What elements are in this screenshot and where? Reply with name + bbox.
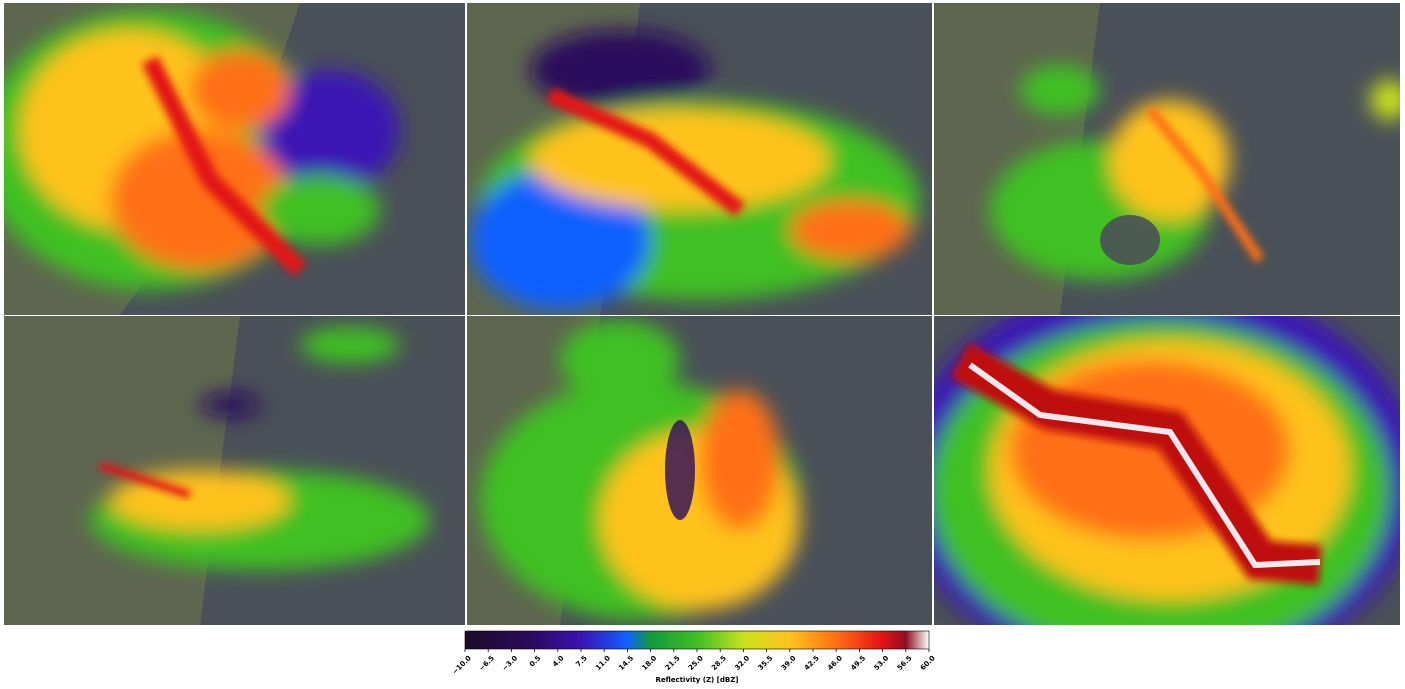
tick-label: 18.0 (641, 654, 659, 672)
tick-label: 11.0 (594, 654, 612, 672)
tick-label: −10.0 (451, 654, 473, 676)
radar-panel (4, 3, 465, 315)
tick-label: 25.0 (687, 654, 705, 672)
tick-label: 56.5 (896, 654, 914, 672)
radar-panel (467, 316, 932, 625)
radar-panel (934, 3, 1400, 315)
tick-label: 49.5 (849, 654, 867, 672)
tick-label: 60.0 (919, 654, 937, 672)
tick-label: −6.5 (477, 654, 496, 673)
tick-label: 28.5 (710, 654, 728, 672)
tick-label: 14.5 (617, 654, 635, 672)
tick-label: 39.0 (780, 654, 798, 672)
tick-label: −3.0 (501, 654, 520, 673)
radar-panel (467, 3, 932, 315)
tick-label: 53.0 (873, 654, 891, 672)
tick-label: 0.5 (528, 654, 543, 669)
colorbar: −10.0 −6.5 −3.0 0.5 4.0 7.5 11.0 14.5 18.0 21.5 25… (451, 630, 937, 676)
tick-label: 46.0 (826, 654, 844, 672)
radar-panel (4, 316, 465, 625)
tick-label: 42.5 (803, 654, 821, 672)
radar-panel (934, 316, 1400, 625)
tick-label: 32.0 (733, 654, 751, 672)
colorbar-gradient (464, 630, 930, 650)
tick-label: 21.5 (664, 654, 682, 672)
tick-label: 35.5 (757, 654, 775, 672)
tick-label: 4.0 (551, 654, 566, 669)
colorbar-label: Reflectivity (Z) [dBZ] (655, 676, 738, 684)
tick-label: 7.5 (574, 654, 589, 669)
